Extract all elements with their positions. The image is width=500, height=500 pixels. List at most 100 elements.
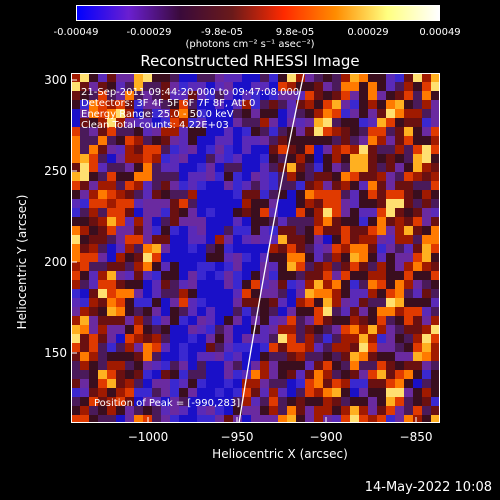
- heatmap-cell: [233, 388, 243, 398]
- heatmap-cell: [107, 406, 117, 416]
- heatmap-cell: [251, 226, 261, 236]
- heatmap-cell: [197, 100, 207, 110]
- heatmap-cell: [323, 262, 333, 272]
- heatmap-cell: [395, 199, 405, 209]
- heatmap-cell: [431, 199, 440, 209]
- heatmap-cell: [224, 280, 234, 290]
- heatmap-cell: [314, 334, 324, 344]
- heatmap-cell: [413, 307, 423, 317]
- heatmap-cell: [431, 244, 440, 254]
- heatmap-cell: [404, 100, 414, 110]
- heatmap-cell: [404, 136, 414, 146]
- heatmap-cell: [368, 127, 378, 137]
- heatmap-cell: [134, 361, 144, 371]
- heatmap-cell: [422, 127, 432, 137]
- heatmap-cell: [350, 406, 360, 416]
- heatmap-cell: [368, 262, 378, 272]
- heatmap-cell: [179, 217, 189, 227]
- heatmap-cell: [404, 262, 414, 272]
- heatmap-cell: [395, 406, 405, 416]
- heatmap-cell: [98, 199, 108, 209]
- heatmap-cell: [161, 316, 171, 326]
- heatmap-cell: [170, 118, 180, 128]
- heatmap-cell: [233, 163, 243, 173]
- heatmap-cell: [89, 415, 99, 423]
- colorbar-tick-label: 0.00029: [347, 27, 389, 38]
- heatmap-cell: [80, 181, 90, 191]
- heatmap-cell: [143, 82, 153, 92]
- heatmap-cell: [143, 316, 153, 326]
- heatmap-cell: [116, 172, 126, 182]
- heatmap-cell: [332, 190, 342, 200]
- heatmap-cell: [80, 127, 90, 137]
- heatmap-cell: [350, 244, 360, 254]
- heatmap-cell: [404, 217, 414, 227]
- heatmap-cell: [71, 334, 81, 344]
- heatmap-cell: [161, 298, 171, 308]
- heatmap-cell: [422, 217, 432, 227]
- heatmap-cell: [305, 316, 315, 326]
- heatmap-cell: [314, 154, 324, 164]
- heatmap-cell: [341, 163, 351, 173]
- heatmap-cell: [305, 298, 315, 308]
- heatmap-cell: [269, 415, 279, 423]
- heatmap-cell: [287, 181, 297, 191]
- heatmap-cell: [224, 253, 234, 263]
- heatmap-cell: [233, 100, 243, 110]
- heatmap-cell: [404, 289, 414, 299]
- heatmap-cell: [332, 109, 342, 119]
- heatmap-cell: [188, 271, 198, 281]
- heatmap-cell: [251, 388, 261, 398]
- heatmap-cell: [269, 91, 279, 101]
- heatmap-cell: [206, 262, 216, 272]
- heatmap-cell: [269, 82, 279, 92]
- heatmap-cell: [377, 343, 387, 353]
- heatmap-cell: [125, 235, 135, 245]
- heatmap-cell: [215, 217, 225, 227]
- heatmap-cell: [404, 226, 414, 236]
- heatmap-cell: [233, 217, 243, 227]
- heatmap-cell: [107, 289, 117, 299]
- heatmap-cell: [224, 73, 234, 83]
- heatmap-cell: [296, 118, 306, 128]
- heatmap-cell: [170, 127, 180, 137]
- heatmap-cell: [260, 298, 270, 308]
- heatmap-cell: [314, 379, 324, 389]
- heatmap-cell: [269, 298, 279, 308]
- heatmap-cell: [125, 226, 135, 236]
- heatmap-cell: [179, 379, 189, 389]
- heatmap-cell: [215, 172, 225, 182]
- heatmap-cell: [260, 172, 270, 182]
- heatmap-cell: [422, 244, 432, 254]
- heatmap-cell: [224, 370, 234, 380]
- heatmap-cell: [431, 163, 440, 173]
- heatmap-cell: [305, 109, 315, 119]
- heatmap-cell: [413, 127, 423, 137]
- heatmap-cell: [431, 190, 440, 200]
- heatmap-cell: [206, 316, 216, 326]
- heatmap-cell: [278, 100, 288, 110]
- heatmap-cell: [341, 280, 351, 290]
- heatmap-cell: [143, 388, 153, 398]
- heatmap-cell: [71, 298, 81, 308]
- heatmap-cell: [224, 415, 234, 423]
- heatmap-cell: [134, 127, 144, 137]
- heatmap-cell: [395, 307, 405, 317]
- heatmap-cell: [206, 172, 216, 182]
- heatmap-cell: [215, 397, 225, 407]
- heatmap-cell: [431, 154, 440, 164]
- heatmap-cell: [323, 397, 333, 407]
- heatmap-cell: [359, 217, 369, 227]
- heatmap-cell: [386, 91, 396, 101]
- heatmap-cell: [251, 82, 261, 92]
- heatmap-cell: [224, 190, 234, 200]
- heatmap-cell: [98, 109, 108, 119]
- heatmap-cell: [413, 91, 423, 101]
- solar-limb-line: [238, 73, 305, 423]
- heatmap-cell: [278, 262, 288, 272]
- heatmap-cell: [341, 298, 351, 308]
- heatmap-cell: [386, 280, 396, 290]
- heatmap-cell: [98, 181, 108, 191]
- heatmap-cell: [206, 244, 216, 254]
- heatmap-cell: [260, 190, 270, 200]
